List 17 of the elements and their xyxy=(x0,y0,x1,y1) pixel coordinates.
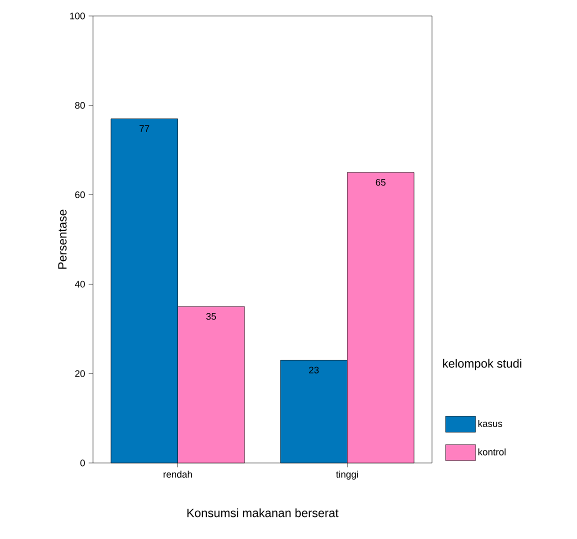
data-label: 77 xyxy=(140,125,150,132)
x-tick-label: tinggi xyxy=(336,470,358,480)
data-label: 65 xyxy=(376,178,386,186)
legend-label: kasus xyxy=(478,420,502,427)
data-label: 23 xyxy=(309,366,319,374)
y-axis-title: Persentase xyxy=(58,210,67,269)
x-axis-title: Konsumsi makanan berserat xyxy=(187,508,338,518)
data-label: 35 xyxy=(206,313,216,320)
y-tick-label: 100 xyxy=(70,12,85,20)
y-tick-label: 80 xyxy=(75,102,85,109)
x-tick-label: rendah xyxy=(164,470,192,478)
y-tick-label: 0 xyxy=(80,460,85,466)
legend-label: kontrol xyxy=(478,448,506,456)
y-tick-label: 40 xyxy=(74,280,85,288)
y-tick-label: 60 xyxy=(75,191,85,198)
y-tick-label: 20 xyxy=(75,370,85,377)
legend-title: kelompok studi xyxy=(443,358,522,370)
